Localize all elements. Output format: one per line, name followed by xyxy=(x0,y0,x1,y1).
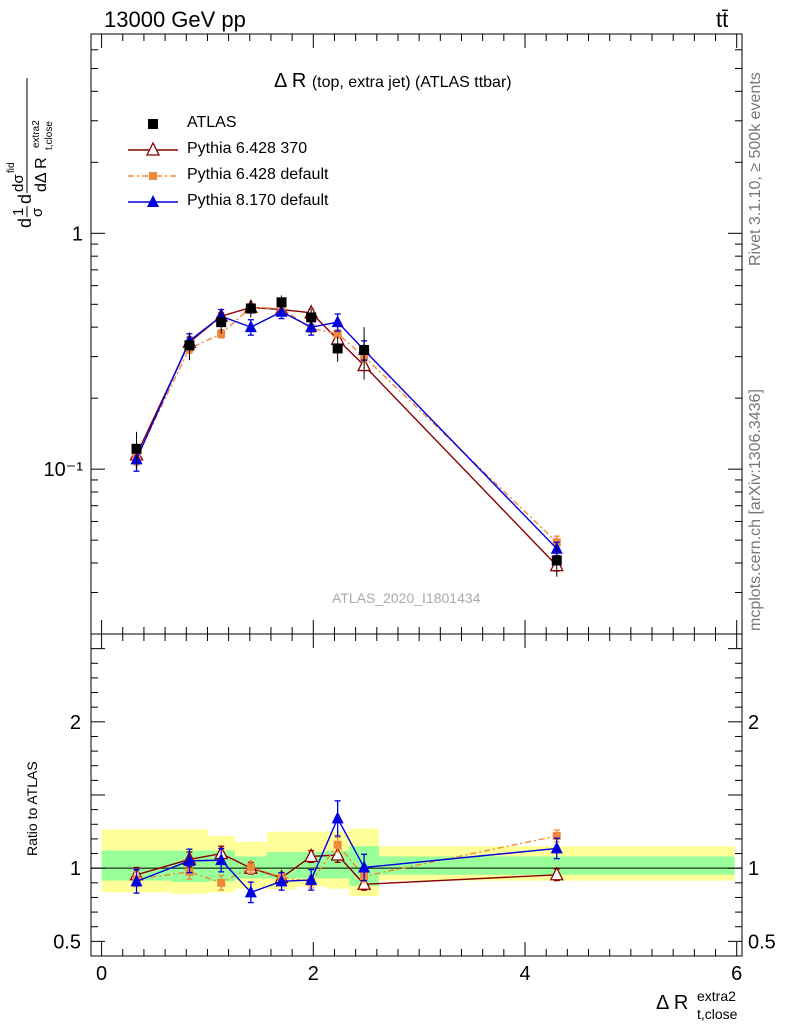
ratio-y-tick-label-right: 0.5 xyxy=(748,931,776,953)
data-point xyxy=(244,320,257,333)
ratio-line-2 xyxy=(136,835,557,884)
ratio-point xyxy=(550,841,563,854)
svg-text:fid: fid xyxy=(6,162,17,173)
svg-text:dΔ R: dΔ R xyxy=(33,157,50,192)
energy-label: 13000 GeV pp xyxy=(104,7,246,32)
chart-title: Δ R (top, extra jet) (ATLAS ttbar) xyxy=(274,70,512,93)
data-point xyxy=(331,315,344,328)
ratio-point xyxy=(244,885,257,898)
ratio-point xyxy=(552,831,561,840)
data-point xyxy=(275,304,288,317)
ratio-y-tick-label: 1 xyxy=(70,858,81,880)
ratio-band-stat xyxy=(378,856,735,875)
process-label: tt̄ xyxy=(716,7,729,32)
ratio-point xyxy=(275,874,288,887)
ratio-point xyxy=(333,840,342,849)
svg-text:extra2: extra2 xyxy=(31,120,42,148)
svg-text:σ: σ xyxy=(29,207,46,217)
ratio-point xyxy=(183,853,196,866)
legend-marker-3 xyxy=(147,195,159,207)
mcplots-label: mcplots.cern.ch [arXiv:1306.3436] xyxy=(747,389,764,631)
ratio-band-stat xyxy=(325,850,350,879)
main-y-tick-label: 10⁻¹ xyxy=(44,459,84,481)
series-line-3 xyxy=(135,310,558,550)
legend-marker-2 xyxy=(149,172,157,180)
ratio-point xyxy=(358,860,371,873)
series-line-1 xyxy=(135,306,558,567)
x-tick-label: 4 xyxy=(519,963,530,985)
svg-text:dσ: dσ xyxy=(10,174,27,192)
atlas-data-point xyxy=(131,443,142,454)
ratio-point xyxy=(305,872,318,885)
ratio-point xyxy=(215,853,228,866)
ratio-point xyxy=(217,878,226,887)
ratio-point xyxy=(357,875,372,890)
chart-title-main: Δ R xyxy=(274,70,307,92)
atlas-data-point xyxy=(184,340,195,351)
legend-label-pythia6-default: Pythia 6.428 default xyxy=(187,166,329,183)
legend-label-pythia8-default: Pythia 8.170 default xyxy=(187,192,329,209)
main-y-tick-label: 1 xyxy=(72,223,83,245)
x-tick-label: 2 xyxy=(308,963,319,985)
ratio-point xyxy=(331,811,344,824)
series-line-2 xyxy=(135,306,558,543)
ratio-point xyxy=(130,874,143,887)
svg-text:d: d xyxy=(15,218,35,228)
ratio-y-axis-label: Ratio to ATLAS xyxy=(24,761,40,856)
x-tick-label: 6 xyxy=(731,963,742,985)
ratio-point xyxy=(304,848,319,863)
legend-label-atlas: ATLAS xyxy=(187,114,237,131)
x-tick-label: 0 xyxy=(96,963,107,985)
ratio-y-tick-label-right: 1 xyxy=(748,858,759,880)
atlas-data-point xyxy=(245,303,256,314)
ratio-point xyxy=(330,846,345,861)
ratio-y-tick-label-right: 2 xyxy=(748,712,759,734)
atlas-data-point xyxy=(332,343,343,354)
data-point xyxy=(333,329,342,338)
ratio-y-tick-label: 0.5 xyxy=(53,931,81,953)
ratio-y-tick-label: 2 xyxy=(70,712,81,734)
svg-text:t,close: t,close xyxy=(697,1006,738,1022)
main-y-axis-label: d 1 σ d dσ fid dΔ R t,close extra2 xyxy=(6,28,56,228)
legend-label-pythia6-370: Pythia 6.428 370 xyxy=(187,140,308,157)
svg-text:d: d xyxy=(15,194,35,204)
legend-marker-1 xyxy=(145,141,161,156)
svg-text:Δ R: Δ R xyxy=(656,992,688,1014)
analysis-watermark: ATLAS_2020_I1801434 xyxy=(332,590,481,606)
atlas-data-point xyxy=(276,297,287,308)
atlas-data-point xyxy=(359,345,370,356)
x-axis-label: Δ R extra2 t,close xyxy=(654,985,764,1030)
atlas-data-point xyxy=(551,555,562,566)
ratio-point xyxy=(246,863,255,872)
legend-marker-atlas xyxy=(148,119,158,129)
atlas-data-point xyxy=(216,317,227,328)
svg-text:t,close: t,close xyxy=(44,121,55,150)
atlas-data-point xyxy=(306,312,317,323)
svg-text:extra2: extra2 xyxy=(697,988,736,1004)
ratio-point xyxy=(549,866,564,881)
chart-title-sub: (top, extra jet) (ATLAS ttbar) xyxy=(311,74,512,91)
ratio-plot-frame xyxy=(90,633,743,957)
svg-text:1: 1 xyxy=(10,208,27,216)
rivet-label: Rivet 3.1.10, ≥ 500k events xyxy=(747,72,764,266)
